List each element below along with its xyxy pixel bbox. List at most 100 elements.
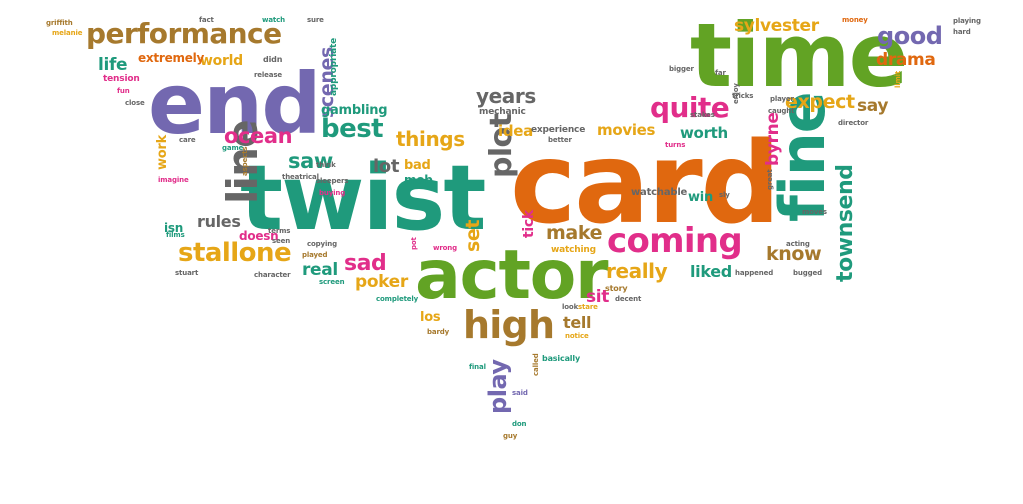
cloud-word-los: los (420, 310, 441, 325)
cloud-word-performance: performance (86, 17, 282, 50)
cloud-word-sly: sly (719, 191, 730, 199)
cloud-word-money: money (842, 16, 868, 24)
cloud-word-watching: watching (551, 245, 596, 255)
cloud-word-things: things (396, 127, 465, 151)
cloud-word-copying: copying (307, 240, 337, 248)
cloud-word-player: player (770, 95, 794, 103)
cloud-word-coming: coming (607, 221, 743, 261)
cloud-word-sure: sure (307, 16, 324, 24)
cloud-word-stare: stare (578, 303, 598, 311)
cloud-word-acting: acting (786, 240, 810, 248)
cloud-word-life: life (98, 55, 128, 75)
cloud-word-set: set (462, 219, 484, 252)
cloud-word-great: great (766, 169, 774, 190)
cloud-word-years: years (476, 84, 536, 108)
cloud-word-director: director (838, 119, 869, 127)
cloud-word-called: called (532, 353, 540, 376)
cloud-word-real: real (302, 260, 338, 280)
cloud-word-close: close (125, 99, 145, 107)
cloud-word-ocean: ocean (224, 124, 293, 148)
cloud-word-didn: didn (263, 55, 283, 64)
cloud-word-notice: notice (565, 332, 589, 340)
cloud-word-moves: moves (802, 208, 827, 216)
cloud-word-sylvester: sylvester (734, 16, 819, 36)
cloud-word-better: better (548, 136, 572, 144)
cloud-word-enjoy: enjoy (732, 83, 740, 104)
cloud-word-melanie: melanie (52, 29, 83, 37)
cloud-word-care: care (179, 136, 196, 144)
cloud-word-screen: screen (319, 278, 345, 286)
cloud-word-stakes: stakes (690, 111, 715, 119)
cloud-word-tell: tell (563, 313, 592, 332)
cloud-word-terms: terms (268, 227, 291, 235)
cloud-word-happened: happened (735, 269, 774, 277)
cloud-word-make: make (546, 222, 603, 244)
cloud-word-limit: limit (894, 70, 902, 88)
cloud-word-townsend: townsend (833, 164, 858, 282)
cloud-word-bugged: bugged (793, 269, 822, 277)
cloud-word-buying: buying (319, 189, 346, 197)
cloud-word-caught: caught (768, 107, 795, 115)
cloud-word-saw: saw (288, 149, 333, 173)
cloud-word-think: think (316, 161, 336, 169)
cloud-word-don: don (512, 420, 527, 428)
cloud-word-stuart: stuart (175, 269, 199, 277)
cloud-word-played: played (302, 251, 328, 259)
cloud-word-poker: poker (355, 272, 408, 292)
cloud-word-play: play (484, 359, 512, 414)
cloud-word-extremely: extremely (138, 51, 205, 65)
cloud-word-sit: sit (586, 287, 610, 307)
cloud-word-best: best (321, 114, 384, 144)
cloud-word-end: end (148, 55, 322, 153)
cloud-word-good: good (877, 22, 943, 50)
cloud-word-win: win (688, 190, 713, 205)
cloud-word-completely: completely (376, 295, 419, 303)
cloud-word-wrong: wrong (433, 244, 458, 252)
cloud-word-sleepers: sleepers (316, 177, 349, 185)
cloud-word-guy: guy (503, 432, 518, 440)
cloud-word-appropriate: appropriate (329, 37, 339, 96)
cloud-word-game: game (222, 144, 244, 152)
cloud-word-theatrical: theatrical (282, 173, 319, 181)
cloud-word-bardy: bardy (427, 328, 450, 336)
cloud-word-twist: twist (240, 146, 486, 251)
cloud-word-tension: tension (103, 74, 140, 84)
cloud-word-basically: basically (542, 354, 581, 363)
cloud-word-movies: movies (597, 121, 656, 139)
cloud-word-high: high (463, 303, 555, 347)
cloud-word-doesn: doesn (239, 229, 279, 243)
cloud-word-final: final (469, 363, 486, 371)
cloud-word-mob: mob (404, 173, 433, 187)
cloud-word-hard: hard (953, 28, 971, 36)
cloud-word-films: films (166, 231, 185, 239)
cloud-word-isn: isn (164, 221, 184, 235)
cloud-word-fact: fact (199, 16, 214, 24)
cloud-word-actor: actor (415, 236, 609, 315)
cloud-word-tick: tick (521, 210, 537, 238)
cloud-word-really: really (606, 259, 668, 283)
cloud-word-experience: experience (531, 125, 586, 135)
cloud-word-watch: watch (262, 16, 285, 24)
cloud-word-look: look (562, 303, 579, 311)
cloud-word-release: release (254, 71, 283, 79)
cloud-word-seen: seen (272, 237, 291, 245)
cloud-word-stallone: stallone (178, 238, 292, 268)
cloud-word-time: time (690, 4, 908, 107)
cloud-word-drama: drama (876, 50, 936, 70)
cloud-word-far: far (715, 69, 726, 77)
cloud-word-character: character (254, 271, 291, 279)
cloud-word-worth: worth (680, 124, 728, 142)
cloud-word-bigger: bigger (669, 65, 694, 73)
cloud-word-say: say (857, 96, 889, 116)
cloud-word-card: card (510, 119, 781, 249)
cloud-word-story: story (605, 284, 628, 293)
cloud-word-mechanic: mechanic (479, 107, 526, 117)
cloud-word-watchable: watchable (631, 187, 688, 198)
cloud-word-work: work (155, 135, 170, 170)
cloud-word-sad: sad (344, 251, 387, 276)
cloud-word-liked: liked (690, 262, 732, 281)
cloud-word-imagine: imagine (158, 176, 189, 184)
cloud-word-rules: rules (197, 212, 241, 231)
cloud-word-idea: idea (498, 122, 533, 140)
